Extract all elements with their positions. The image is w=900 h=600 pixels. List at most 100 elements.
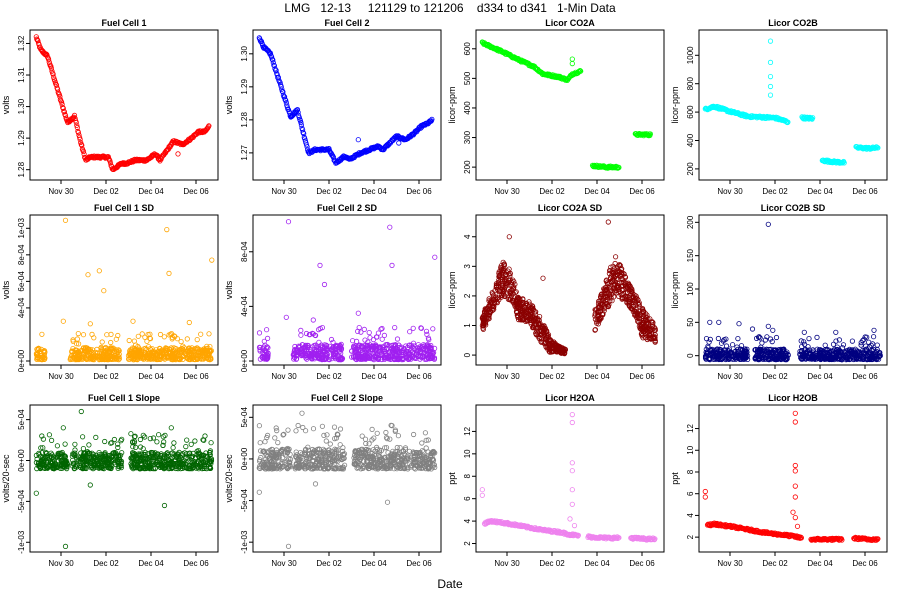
fuel-cell-1-sd-point <box>103 347 109 354</box>
licor-co2a-title: Licor CO2A <box>545 18 595 28</box>
fuel-cell-1-sd-point <box>106 348 113 354</box>
fuel-cell-1-sd-point <box>166 270 172 276</box>
licor-co2b-ytick-label: 600 <box>686 105 695 119</box>
fuel-cell-2-sd-ylabel: volts <box>224 280 234 299</box>
licor-co2b-point <box>874 144 880 150</box>
fuel-cell-1-sd-point <box>186 319 192 326</box>
licor-co2b-sd-ytick-label: 100 <box>686 282 695 296</box>
licor-co2a-ytick-label: 400 <box>463 101 472 115</box>
fuel-cell-1-ylabel: volts <box>1 95 11 114</box>
fuel-cell-1-sd-point <box>110 345 116 351</box>
fuel-cell-2-sd-point <box>366 329 372 336</box>
fuel-cell-1-point <box>80 148 87 155</box>
fuel-cell-2-ylabel: volts <box>224 95 234 114</box>
fuel-cell-2-point <box>296 114 302 120</box>
licor-co2a-sd-xtick-label: Nov 30 <box>494 372 520 381</box>
licor-co2b-point <box>767 83 774 90</box>
fuel-cell-2-point <box>281 94 288 100</box>
fuel-cell-1-slope-ytick-label: 0e+00 <box>17 449 26 472</box>
fuel-cell-2-xtick-label: Dec 02 <box>316 187 342 196</box>
fuel-cell-1-sd-point <box>110 347 116 353</box>
fuel-cell-1-slope-point <box>119 436 125 442</box>
fuel-cell-1-sd-point <box>77 350 83 356</box>
fuel-cell-1-slope-point <box>48 437 55 443</box>
fuel-cell-1-point <box>77 134 83 140</box>
fuel-cell-1-sd-point <box>84 345 90 351</box>
fuel-cell-1-sd-point <box>157 331 164 338</box>
fuel-cell-1-slope-point <box>46 432 53 438</box>
licor-co2a-sd-point <box>605 219 611 225</box>
licor-co2a-sd-point <box>540 275 546 281</box>
fuel-cell-1-sd-point <box>34 351 41 357</box>
licor-co2a-ytick-label: 300 <box>463 130 472 144</box>
fuel-cell-1-sd-point <box>84 356 90 362</box>
fuel-cell-1-point <box>47 63 53 69</box>
fuel-cell-1-sd-point <box>62 217 69 223</box>
fuel-cell-1-sd-point <box>38 350 44 356</box>
fuel-cell-1-point <box>48 65 55 72</box>
licor-co2b-sd-point <box>849 338 856 344</box>
fuel-cell-1-slope-point <box>54 443 61 449</box>
fuel-cell-1-sd-point <box>126 337 132 344</box>
fuel-cell-1-title: Fuel Cell 1 <box>101 18 146 28</box>
fuel-cell-2-sd-point <box>285 219 292 225</box>
licor-co2a-point <box>577 68 583 74</box>
fuel-cell-2-xtick-label: Nov 30 <box>271 187 297 196</box>
licor-co2b-sd-point <box>840 342 847 348</box>
licor-co2b-sd-ytick-label: 150 <box>686 248 695 262</box>
fuel-cell-1-point <box>107 158 113 164</box>
fuel-cell-2-point <box>269 56 275 62</box>
fuel-cell-1-point <box>74 122 80 128</box>
licor-co2a-xtick-label: Nov 30 <box>494 187 520 196</box>
fuel-cell-1-sd-point <box>41 356 47 362</box>
licor-co2b-sd-point <box>806 335 812 342</box>
fuel-cell-1-sd-point <box>103 344 109 351</box>
licor-co2a-ylabel: licor-ppm <box>447 86 457 123</box>
fuel-cell-1-point <box>107 160 114 166</box>
fuel-cell-1-point <box>175 151 181 157</box>
licor-co2a-sd-ytick-label: 4 <box>463 234 472 239</box>
fuel-cell-1-ytick-label: 1.32 <box>17 35 26 51</box>
fuel-cell-2-sd-xtick-label: Dec 02 <box>316 372 342 381</box>
licor-co2b-sd-point <box>765 221 771 227</box>
fuel-cell-2-sd-ytick-label: 8e-04 <box>240 241 249 262</box>
licor-co2a-sd-ytick-label: 2 <box>463 293 472 298</box>
fuel-cell-2-point <box>298 122 304 128</box>
fuel-cell-1-frame <box>29 29 219 181</box>
fuel-cell-2-sd-point <box>431 345 438 351</box>
figure-title: LMG 12-13 121129 to 121206 d334 to d341 … <box>284 1 616 15</box>
licor-co2a-xtick-label: Dec 06 <box>629 187 655 196</box>
licor-co2b-sd-point <box>870 334 877 340</box>
fuel-cell-2-sd-point <box>317 262 323 268</box>
fuel-cell-2-sd-point <box>264 335 271 341</box>
fuel-cell-1-sd-ylabel: volts <box>1 280 11 299</box>
fuel-cell-1-sd-point <box>198 331 204 337</box>
fuel-cell-1-sd-point <box>115 332 121 339</box>
licor-co2b-point <box>808 116 815 122</box>
fuel-cell-2-ytick-label: 1.30 <box>240 45 249 61</box>
licor-co2b-ylabel: licor-ppm <box>670 86 680 123</box>
licor-co2a-sd-xtick-label: Dec 04 <box>584 372 610 381</box>
licor-co2b-sd-point <box>822 342 828 348</box>
fuel-cell-2-point <box>271 63 277 69</box>
licor-co2b-sd-xtick-label: Dec 04 <box>807 372 833 381</box>
fuel-cell-1-sd-point <box>74 350 80 356</box>
fuel-cell-1-sd-point <box>130 318 136 324</box>
licor-co2a-point <box>569 60 575 67</box>
licor-co2a-ytick-label: 500 <box>463 71 472 85</box>
fuel-cell-2-point <box>278 84 284 90</box>
licor-co2b-point <box>767 38 774 44</box>
fuel-cell-1-point <box>50 71 56 77</box>
fuel-cell-1-sd-point <box>206 331 212 337</box>
fuel-cell-1-ytick-label: 1.28 <box>17 161 26 177</box>
licor-co2b-xtick-label: Dec 06 <box>852 187 878 196</box>
fuel-cell-2-sd-point <box>432 254 438 260</box>
licor-co2a-sd-title: Licor CO2A SD <box>538 203 603 213</box>
fuel-cell-1-slope-ytick-label: 5e-04 <box>17 409 26 430</box>
fuel-cell-2-sd-point <box>361 326 367 332</box>
fuel-cell-2-sd-point <box>410 325 416 331</box>
licor-co2b-sd-point <box>833 329 839 335</box>
licor-co2b-point <box>808 115 814 121</box>
fuel-cell-1-sd-point <box>114 356 120 362</box>
